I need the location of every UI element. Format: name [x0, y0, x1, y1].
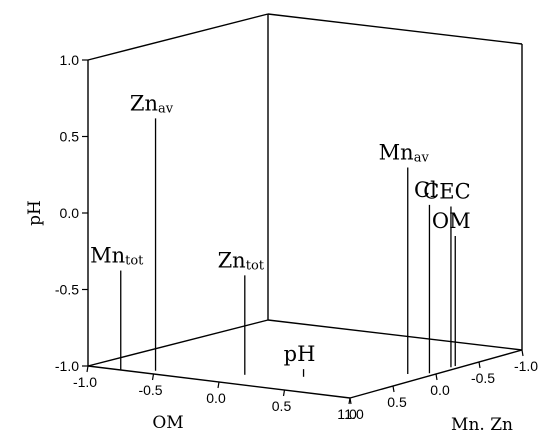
right-floor-tick-label: -1.0: [514, 358, 538, 374]
left-floor-tick-mark: [151, 373, 155, 381]
data-point: OM: [432, 209, 471, 366]
left-floor-tick-mark: [86, 365, 89, 373]
data-point: pH: [284, 342, 316, 377]
vertical-tick-label: 0.0: [60, 205, 80, 221]
right-floor-tick-mark: [478, 361, 481, 369]
left-floor-axis-title: OM: [152, 413, 183, 433]
box-floor-back-left-edge: [87, 319, 269, 367]
right-floor-tick-label: -0.5: [471, 370, 495, 386]
data-point: Cl: [414, 178, 437, 374]
right-floor-axis-title: Mn. Zn: [451, 415, 513, 435]
vertical-axis-title: pH: [25, 200, 45, 226]
data-point: CEC: [423, 180, 471, 368]
left-floor-tick-label: 1.0: [337, 406, 357, 422]
right-floor-tick-label: 0.0: [430, 382, 450, 398]
vertical-tick-label: -0.5: [55, 282, 79, 298]
box-top-right-edge: [267, 13, 523, 45]
right-floor-axis-ticks: 1.0 0.5 0.0 -0.5 -1.0: [344, 349, 538, 422]
left-floor-tick-mark: [282, 389, 286, 397]
right-floor-tick-label: 1.0: [344, 406, 364, 422]
vertical-axis-ticks: 1.0 0.5 0.0 -0.5 -1.0: [55, 52, 88, 374]
data-point-label: Mnav: [379, 140, 430, 165]
right-floor-tick-mark: [521, 349, 524, 357]
left-floor-tick-label: 0.0: [206, 390, 226, 406]
left-floor-tick-label: -1.0: [73, 374, 97, 390]
vertical-tick-label: -1.0: [55, 358, 79, 374]
data-point-label: Znav: [130, 91, 174, 116]
vertical-tick-label: 1.0: [60, 52, 80, 68]
right-floor-tick-mark: [435, 373, 438, 381]
data-point: Mnav: [379, 140, 430, 374]
data-point-label: CEC: [423, 180, 470, 204]
right-floor-tick-mark: [392, 385, 395, 393]
data-point: Zntot: [218, 248, 265, 375]
left-floor-axis-ticks: -1.0 -0.5 0.0 0.5 1.0: [73, 365, 357, 422]
data-point: Mntot: [90, 244, 144, 370]
right-floor-tick-mark: [349, 397, 352, 405]
box-floor-back-right-edge: [267, 319, 523, 351]
vertical-tick-label: 0.5: [60, 129, 80, 145]
plot-box: [87, 13, 523, 399]
data-point-label: Cl: [414, 178, 437, 202]
left-floor-tick-mark: [217, 381, 220, 389]
data-point-label: Zntot: [218, 248, 265, 273]
data-point-label: Mntot: [90, 244, 144, 269]
right-floor-tick-label: 0.5: [387, 394, 407, 410]
left-floor-tick-label: -0.5: [138, 382, 162, 398]
data-point: Znav: [130, 91, 174, 371]
left-floor-tick-label: 0.5: [272, 398, 292, 414]
box-top-left-edge: [87, 13, 269, 61]
data-point-label: pH: [284, 342, 316, 366]
data-point-label: OM: [432, 209, 471, 233]
